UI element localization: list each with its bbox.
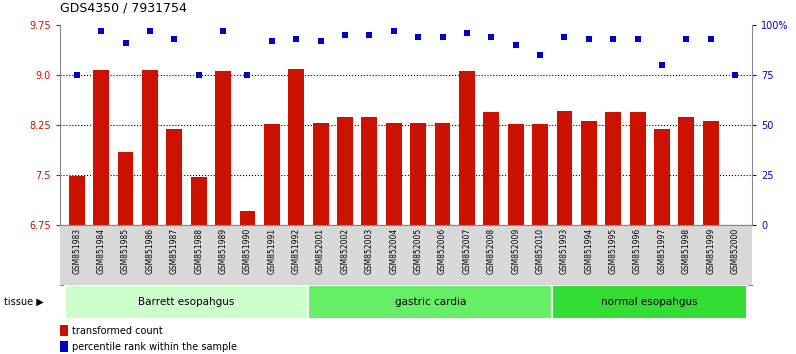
- FancyBboxPatch shape: [308, 285, 552, 319]
- Text: GSM851985: GSM851985: [121, 228, 130, 274]
- Bar: [435, 123, 451, 225]
- Text: GSM852000: GSM852000: [731, 228, 739, 274]
- Text: GDS4350 / 7931754: GDS4350 / 7931754: [60, 2, 186, 15]
- Text: GSM851999: GSM851999: [706, 228, 716, 274]
- Text: GSM851994: GSM851994: [584, 228, 593, 274]
- Point: [388, 28, 400, 34]
- Point: [509, 42, 522, 48]
- Text: GSM851990: GSM851990: [243, 228, 252, 274]
- Point: [70, 72, 83, 78]
- Text: GSM851992: GSM851992: [291, 228, 301, 274]
- Text: Barrett esopahgus: Barrett esopahgus: [139, 297, 235, 307]
- Point: [656, 62, 669, 68]
- Bar: [313, 123, 329, 225]
- Text: GSM851983: GSM851983: [72, 228, 81, 274]
- Point: [266, 38, 279, 44]
- Text: GSM851988: GSM851988: [194, 228, 203, 274]
- Point: [119, 40, 132, 46]
- Point: [485, 34, 498, 40]
- Bar: [93, 70, 109, 225]
- Point: [412, 34, 424, 40]
- Bar: [191, 177, 207, 225]
- Bar: [533, 124, 548, 225]
- Point: [729, 72, 742, 78]
- Point: [143, 28, 156, 34]
- Text: GSM851998: GSM851998: [682, 228, 691, 274]
- Bar: [386, 123, 402, 225]
- Text: GSM852001: GSM852001: [316, 228, 325, 274]
- Bar: [654, 129, 670, 225]
- Bar: [118, 152, 134, 225]
- Text: GSM851993: GSM851993: [560, 228, 569, 274]
- Point: [314, 38, 327, 44]
- Bar: [60, 325, 68, 336]
- Text: GSM852007: GSM852007: [462, 228, 471, 274]
- Point: [607, 36, 619, 42]
- Text: GSM852009: GSM852009: [511, 228, 521, 274]
- Bar: [410, 123, 426, 225]
- Point: [168, 36, 181, 42]
- FancyBboxPatch shape: [552, 285, 747, 319]
- Bar: [581, 121, 597, 225]
- Bar: [556, 111, 572, 225]
- Bar: [678, 118, 694, 225]
- Point: [583, 36, 595, 42]
- Point: [193, 72, 205, 78]
- Text: GSM852002: GSM852002: [341, 228, 349, 274]
- Point: [680, 36, 693, 42]
- Bar: [508, 124, 524, 225]
- Bar: [459, 72, 475, 225]
- Text: GSM851995: GSM851995: [609, 228, 618, 274]
- Bar: [166, 130, 182, 225]
- Text: GSM851996: GSM851996: [633, 228, 642, 274]
- Bar: [703, 121, 719, 225]
- Text: GSM851989: GSM851989: [219, 228, 228, 274]
- Point: [217, 28, 229, 34]
- Point: [533, 52, 546, 58]
- FancyBboxPatch shape: [64, 285, 308, 319]
- Point: [241, 72, 254, 78]
- Text: GSM852008: GSM852008: [487, 228, 496, 274]
- Text: GSM851986: GSM851986: [146, 228, 154, 274]
- Text: normal esopahgus: normal esopahgus: [602, 297, 698, 307]
- Text: gastric cardia: gastric cardia: [395, 297, 466, 307]
- Bar: [630, 112, 646, 225]
- Bar: [264, 124, 279, 225]
- Text: GSM851997: GSM851997: [657, 228, 666, 274]
- Text: GSM851984: GSM851984: [96, 228, 106, 274]
- Bar: [142, 70, 158, 225]
- Point: [461, 30, 474, 36]
- Point: [558, 34, 571, 40]
- Bar: [605, 112, 621, 225]
- Point: [338, 32, 351, 38]
- Point: [631, 36, 644, 42]
- Text: GSM852003: GSM852003: [365, 228, 374, 274]
- Bar: [483, 112, 499, 225]
- Point: [290, 36, 302, 42]
- Bar: [361, 118, 377, 225]
- Bar: [60, 341, 68, 353]
- Bar: [215, 72, 231, 225]
- Bar: [337, 118, 353, 225]
- Text: GSM851991: GSM851991: [267, 228, 276, 274]
- Point: [436, 34, 449, 40]
- Text: GSM852006: GSM852006: [438, 228, 447, 274]
- Text: GSM852010: GSM852010: [536, 228, 544, 274]
- Text: tissue ▶: tissue ▶: [4, 297, 44, 307]
- Point: [95, 28, 107, 34]
- Text: transformed count: transformed count: [72, 326, 163, 336]
- Bar: [68, 176, 84, 225]
- Point: [704, 36, 717, 42]
- Text: GSM851987: GSM851987: [170, 228, 179, 274]
- Text: GSM852005: GSM852005: [414, 228, 423, 274]
- Text: percentile rank within the sample: percentile rank within the sample: [72, 342, 237, 352]
- Bar: [240, 211, 256, 225]
- Point: [363, 32, 376, 38]
- Bar: [288, 69, 304, 225]
- Text: GSM852004: GSM852004: [389, 228, 398, 274]
